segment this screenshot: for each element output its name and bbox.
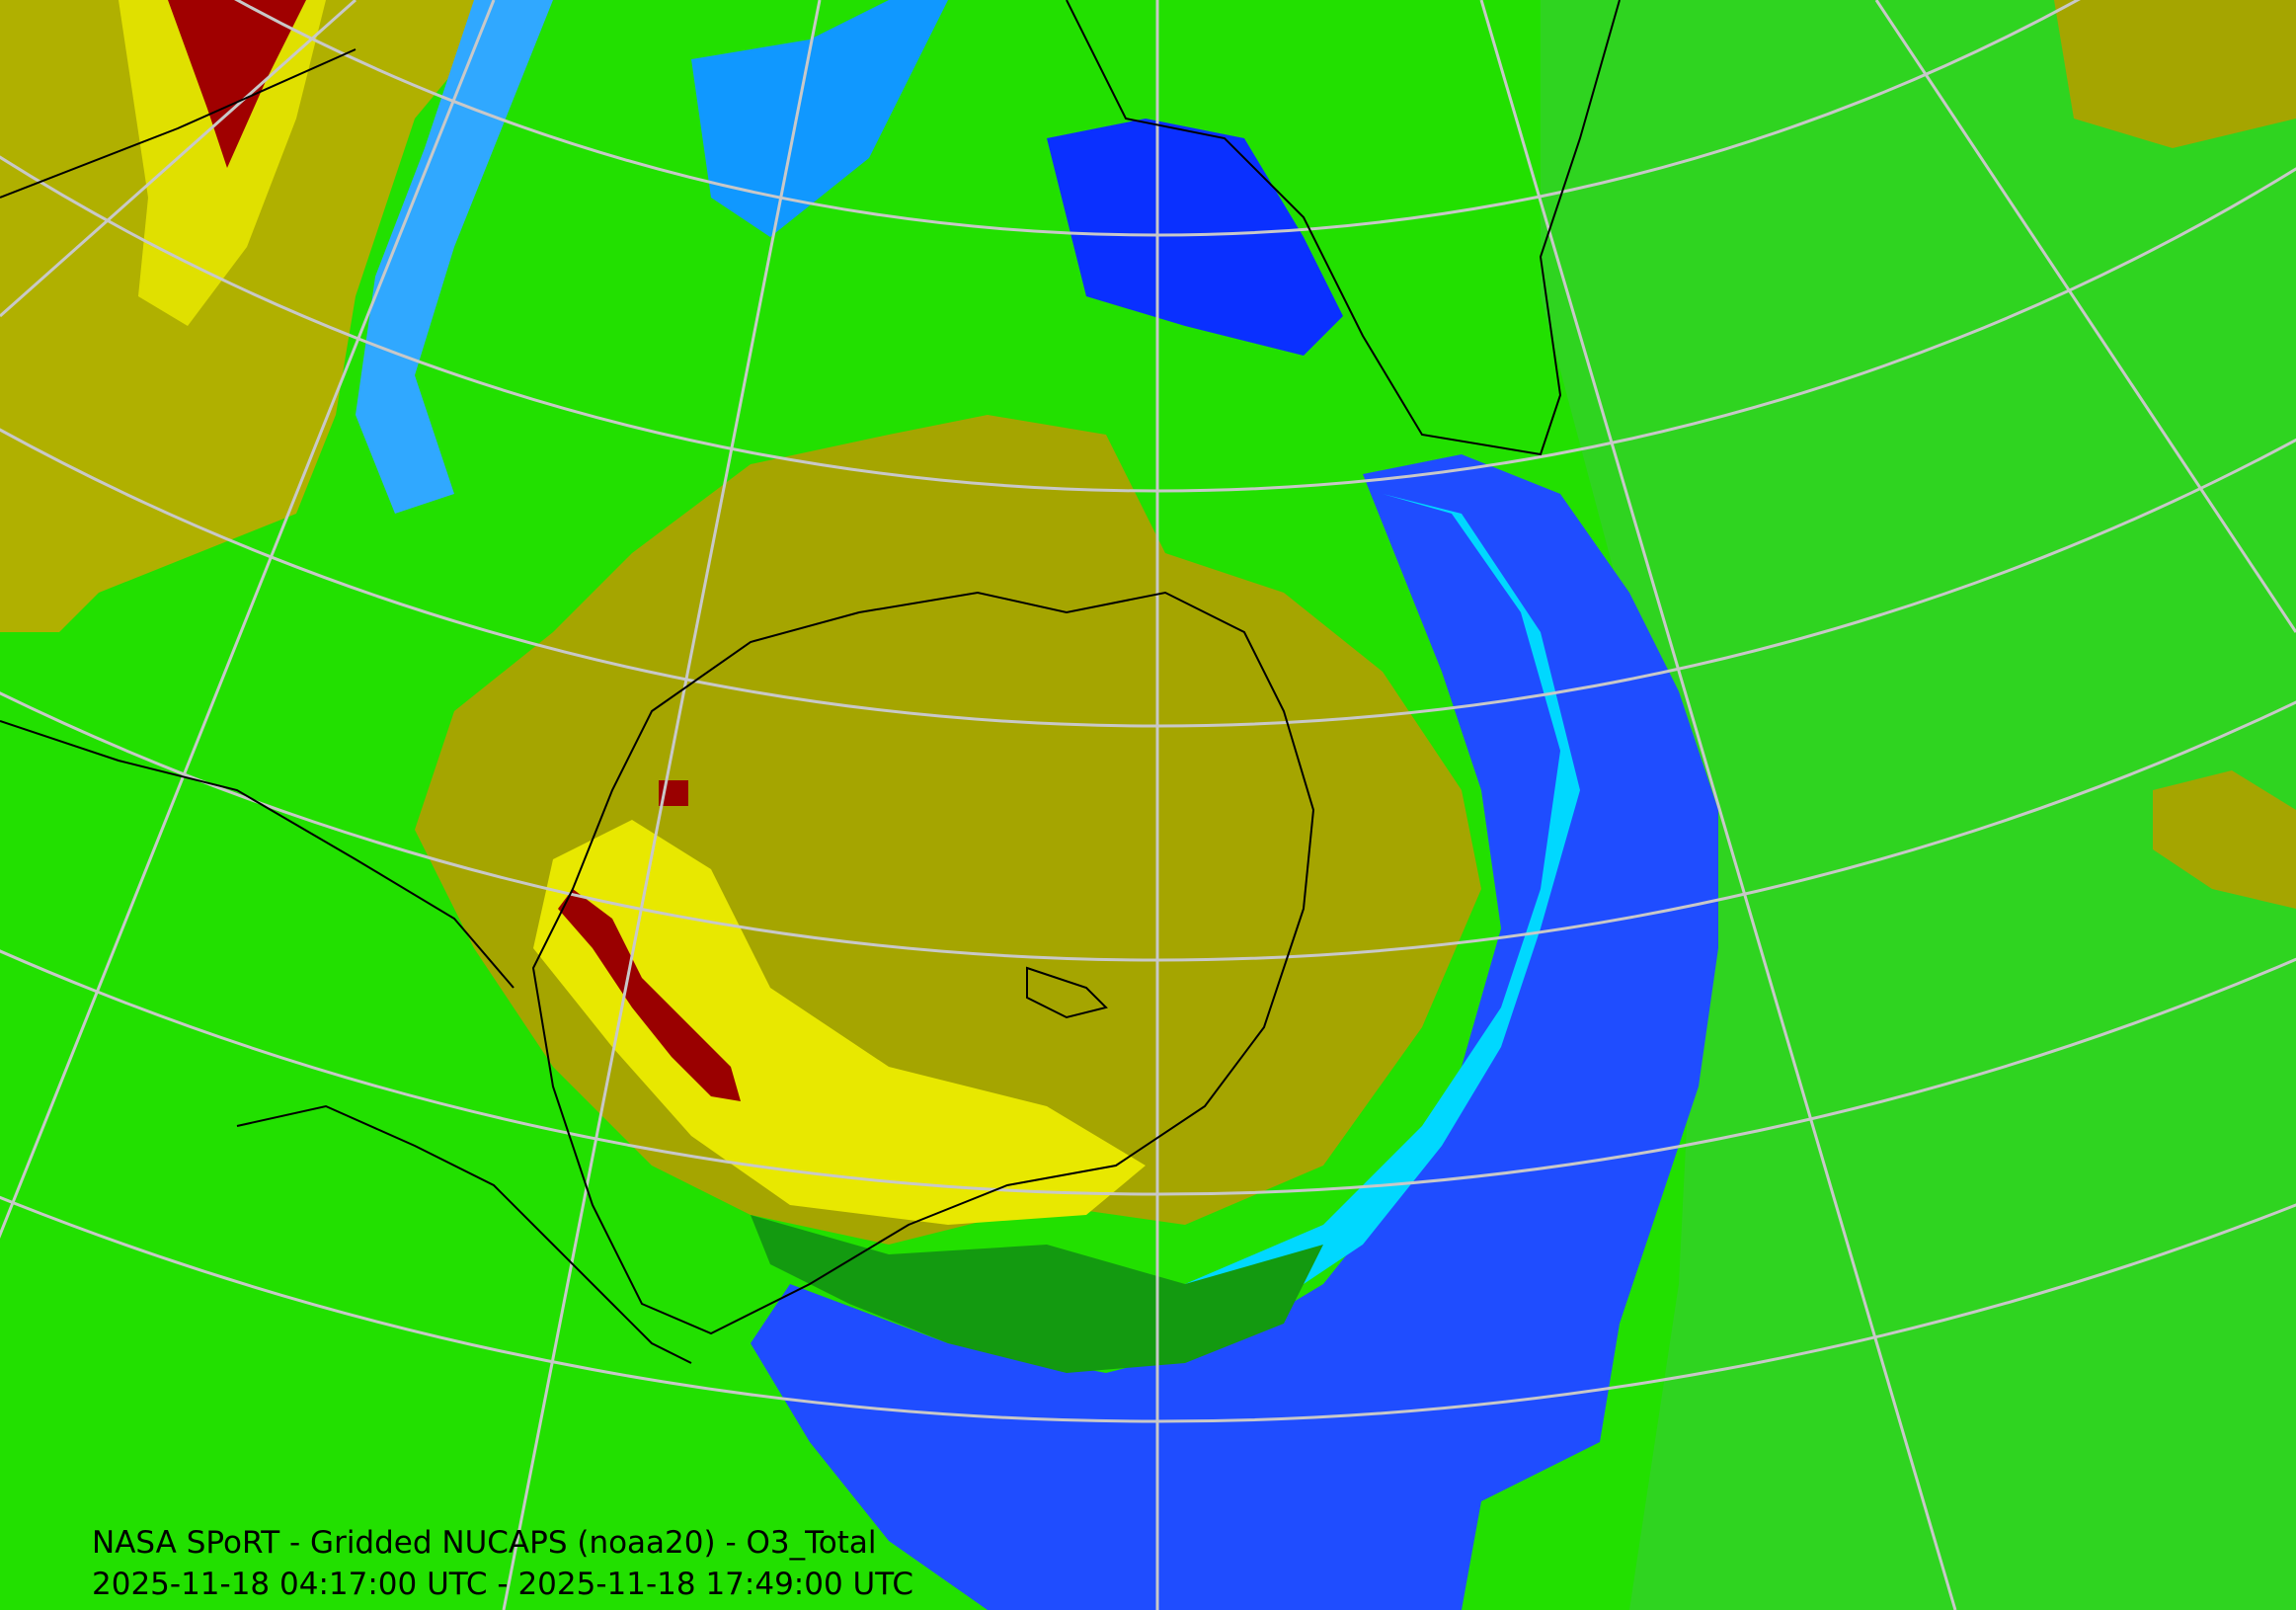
caption-title: NASA SPoRT - Gridded NUCAPS (noaa20) - O… — [92, 1525, 877, 1561]
coastlines — [0, 0, 1621, 1364]
caption-time-range: 2025-11-18 04:17:00 UTC - 2025-11-18 17:… — [92, 1567, 913, 1602]
